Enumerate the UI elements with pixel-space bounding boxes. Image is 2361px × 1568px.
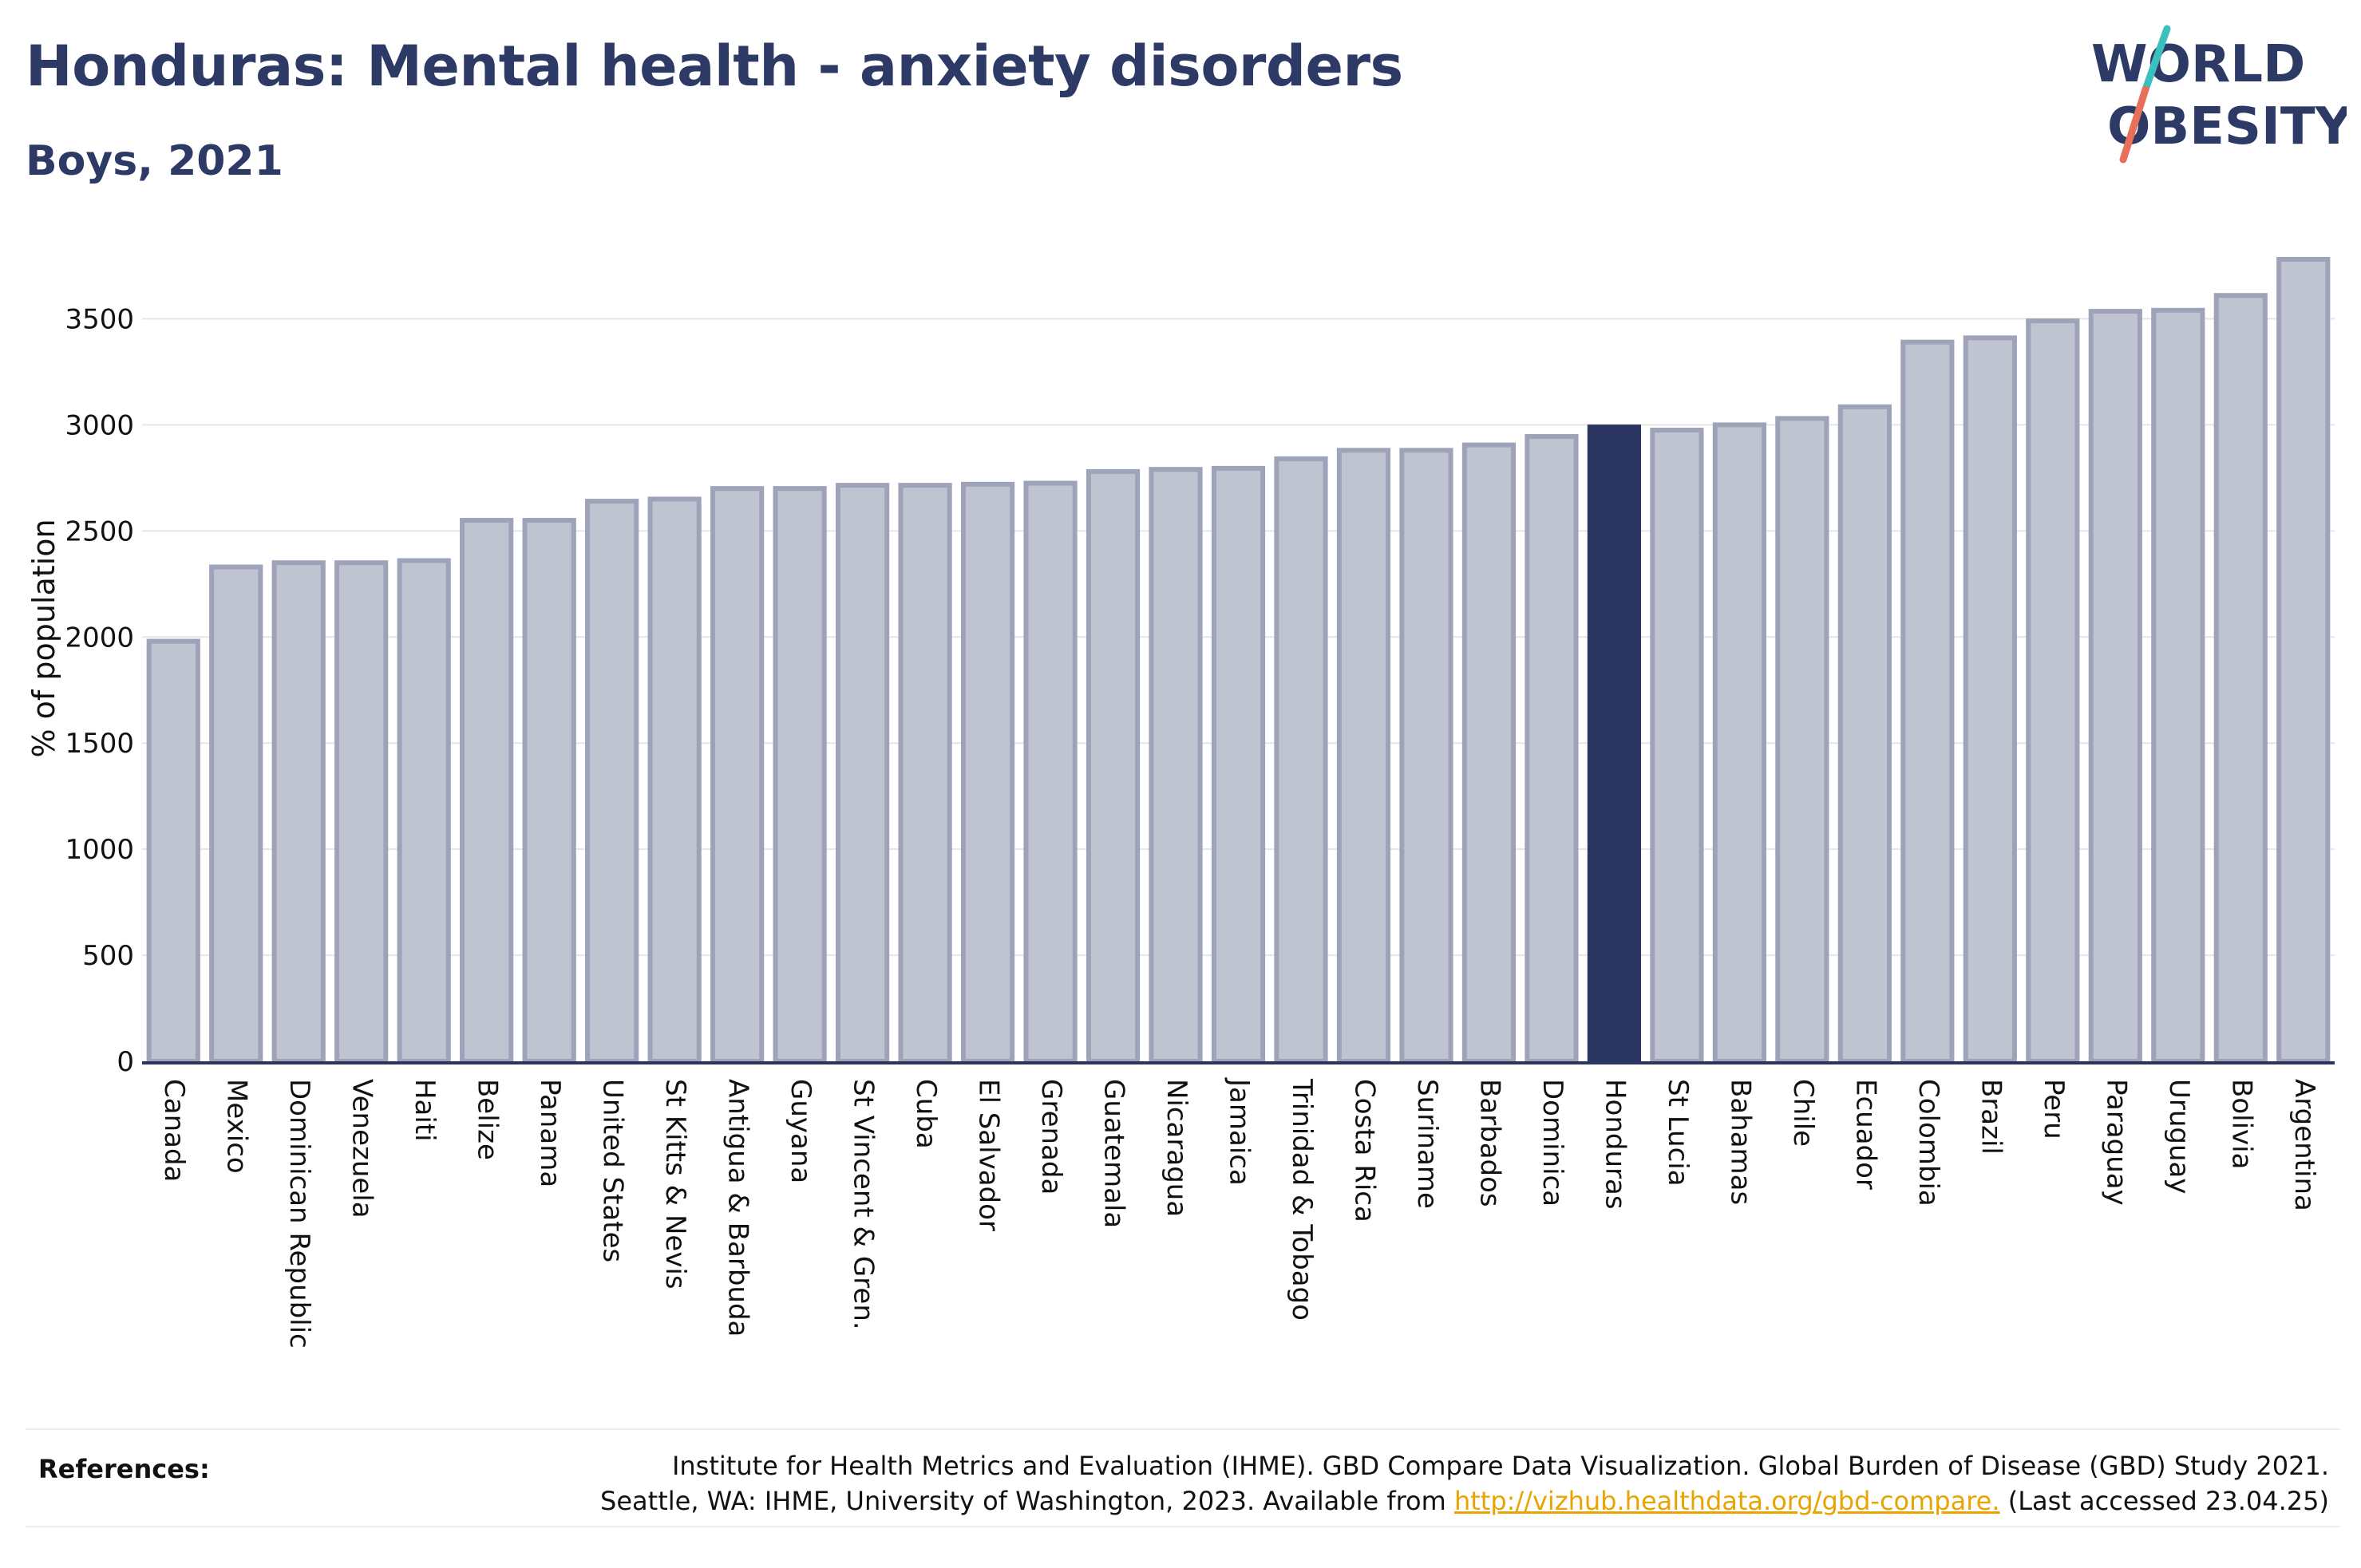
x-tick-label: St Lucia bbox=[1662, 1079, 1694, 1187]
bar-uruguay bbox=[2151, 307, 2205, 1064]
x-tick-label: Canada bbox=[158, 1079, 190, 1182]
bar-grenada bbox=[1023, 480, 1078, 1064]
bar-trinidad-tobago bbox=[1274, 456, 1328, 1064]
bar-mexico bbox=[209, 564, 263, 1064]
x-tick-label: Jamaica bbox=[1224, 1077, 1256, 1186]
bar-ecuador bbox=[1837, 404, 1892, 1064]
bar-peru bbox=[2026, 318, 2080, 1064]
x-tick-label: Peru bbox=[2038, 1079, 2070, 1139]
y-tick-label: 2500 bbox=[65, 515, 134, 547]
y-tick-labels: 0 500 1000 1500 2000 2500 3000 3500 bbox=[65, 303, 134, 1078]
y-tick-label: 3000 bbox=[65, 409, 134, 441]
x-tick-label: El Salvador bbox=[973, 1079, 1005, 1231]
x-tick-label: Brazil bbox=[1975, 1079, 2007, 1155]
chart-title: Honduras: Mental health - anxiety disord… bbox=[26, 34, 1403, 99]
y-tick-label: 1500 bbox=[65, 728, 134, 760]
x-tick-label: St Vincent & Gren. bbox=[848, 1079, 880, 1330]
bar-guatemala bbox=[1086, 468, 1141, 1064]
bar-st-vincent-gren- bbox=[835, 483, 890, 1064]
y-tick-label: 500 bbox=[82, 940, 134, 972]
bar-bolivia bbox=[2213, 293, 2268, 1064]
bar-suriname bbox=[1399, 448, 1453, 1064]
references-link[interactable]: http://vizhub.healthdata.org/gbd-compare… bbox=[1453, 1486, 2000, 1516]
bar-cuba bbox=[898, 483, 952, 1064]
y-tick-label: 1000 bbox=[65, 834, 134, 866]
bar-costa-rica bbox=[1336, 448, 1391, 1064]
x-tick-label: Uruguay bbox=[2163, 1079, 2195, 1195]
bar-st-kitts-nevis bbox=[647, 496, 702, 1064]
x-tick-label: Ecuador bbox=[1849, 1079, 1881, 1190]
bar-nicaragua bbox=[1149, 467, 1203, 1064]
bars bbox=[146, 257, 2331, 1064]
bar-guyana bbox=[773, 486, 827, 1064]
x-tick-label: Barbados bbox=[1473, 1079, 1505, 1207]
x-tick-label: Guyana bbox=[785, 1079, 817, 1183]
x-tick-labels: Canada Mexico Dominican Republic Venezuela H… bbox=[158, 1077, 2320, 1349]
references-line2-prefix: Seattle, WA: IHME, University of Washing… bbox=[600, 1486, 1454, 1516]
x-tick-label: Panama bbox=[534, 1079, 566, 1187]
bar-paraguay bbox=[2088, 309, 2142, 1064]
references-bottom-divider bbox=[26, 1526, 2340, 1527]
chart-subtitle: Boys, 2021 bbox=[26, 137, 283, 185]
x-tick-label: Bolivia bbox=[2225, 1079, 2257, 1169]
references-line1: Institute for Health Metrics and Evaluat… bbox=[671, 1451, 2329, 1481]
logo-slash-teal bbox=[2142, 25, 2171, 93]
logo-line1: WORLD bbox=[2091, 35, 2305, 94]
logo-line2: OBESITY bbox=[2107, 97, 2347, 156]
bar-jamaica bbox=[1211, 465, 1266, 1064]
x-tick-label: United States bbox=[597, 1079, 629, 1262]
x-tick-label: St Kitts & Nevis bbox=[659, 1079, 691, 1290]
x-tick-label: Bahamas bbox=[1724, 1079, 1756, 1205]
bar-antigua-barbuda bbox=[710, 486, 765, 1064]
bar-panama bbox=[522, 518, 576, 1064]
bar-united-states bbox=[585, 499, 639, 1064]
x-tick-label: Costa Rica bbox=[1348, 1079, 1380, 1222]
references-text: Institute for Health Metrics and Evaluat… bbox=[600, 1448, 2329, 1519]
bar-chart: 0 500 1000 1500 2000 2500 3000 3500 Canada Mexic… bbox=[26, 257, 2335, 1349]
x-tick-label: Suriname bbox=[1411, 1079, 1443, 1209]
x-tick-label: Colombia bbox=[1912, 1079, 1944, 1207]
bar-chile bbox=[1775, 416, 1829, 1064]
bar-dominican-republic bbox=[271, 560, 326, 1064]
y-tick-label: 2000 bbox=[65, 622, 134, 654]
references-label: References: bbox=[38, 1454, 210, 1484]
x-tick-label: Dominica bbox=[1536, 1079, 1568, 1207]
bar-dominica bbox=[1525, 434, 1579, 1064]
world-obesity-logo: WORLD OBESITY bbox=[2091, 25, 2347, 164]
y-tick-label: 3500 bbox=[65, 303, 134, 335]
bar-bahamas bbox=[1712, 422, 1766, 1064]
x-tick-label: Venezuela bbox=[346, 1079, 378, 1218]
x-tick-label: Nicaragua bbox=[1161, 1079, 1192, 1217]
y-tick-label: 0 bbox=[117, 1046, 134, 1078]
x-tick-label: Mexico bbox=[221, 1079, 253, 1174]
x-tick-label: Trinidad & Tobago bbox=[1286, 1078, 1318, 1321]
bar-st-lucia bbox=[1650, 428, 1704, 1064]
x-tick-label: Guatemala bbox=[1098, 1079, 1130, 1228]
bar-canada bbox=[146, 638, 200, 1064]
y-axis-label: % of population bbox=[26, 519, 61, 757]
bar-haiti bbox=[397, 558, 451, 1064]
bar-honduras bbox=[1587, 425, 1642, 1064]
x-tick-label: Dominican Republic bbox=[283, 1079, 315, 1349]
bar-venezuela bbox=[334, 560, 389, 1064]
x-tick-label: Honduras bbox=[1599, 1079, 1631, 1210]
x-tick-label: Paraguay bbox=[2100, 1079, 2132, 1206]
x-tick-label: Argentina bbox=[2288, 1079, 2320, 1211]
x-tick-label: Antigua & Barbuda bbox=[722, 1079, 754, 1337]
bar-el-salvador bbox=[960, 481, 1015, 1064]
bar-argentina bbox=[2276, 257, 2331, 1064]
x-tick-label: Grenada bbox=[1035, 1079, 1067, 1195]
bar-barbados bbox=[1461, 442, 1517, 1064]
bar-brazil bbox=[1963, 335, 2017, 1064]
logo-slash-red bbox=[2119, 85, 2149, 164]
x-tick-label: Belize bbox=[472, 1079, 504, 1160]
bar-colombia bbox=[1900, 339, 1955, 1064]
references-line2-suffix: (Last accessed 23.04.25) bbox=[1999, 1486, 2329, 1516]
x-tick-label: Cuba bbox=[910, 1079, 942, 1149]
bar-belize bbox=[460, 518, 514, 1064]
x-tick-label: Haiti bbox=[409, 1079, 441, 1142]
references-line2: Seattle, WA: IHME, University of Washing… bbox=[600, 1483, 2329, 1519]
references-top-divider bbox=[26, 1428, 2340, 1430]
x-tick-label: Chile bbox=[1787, 1079, 1819, 1147]
